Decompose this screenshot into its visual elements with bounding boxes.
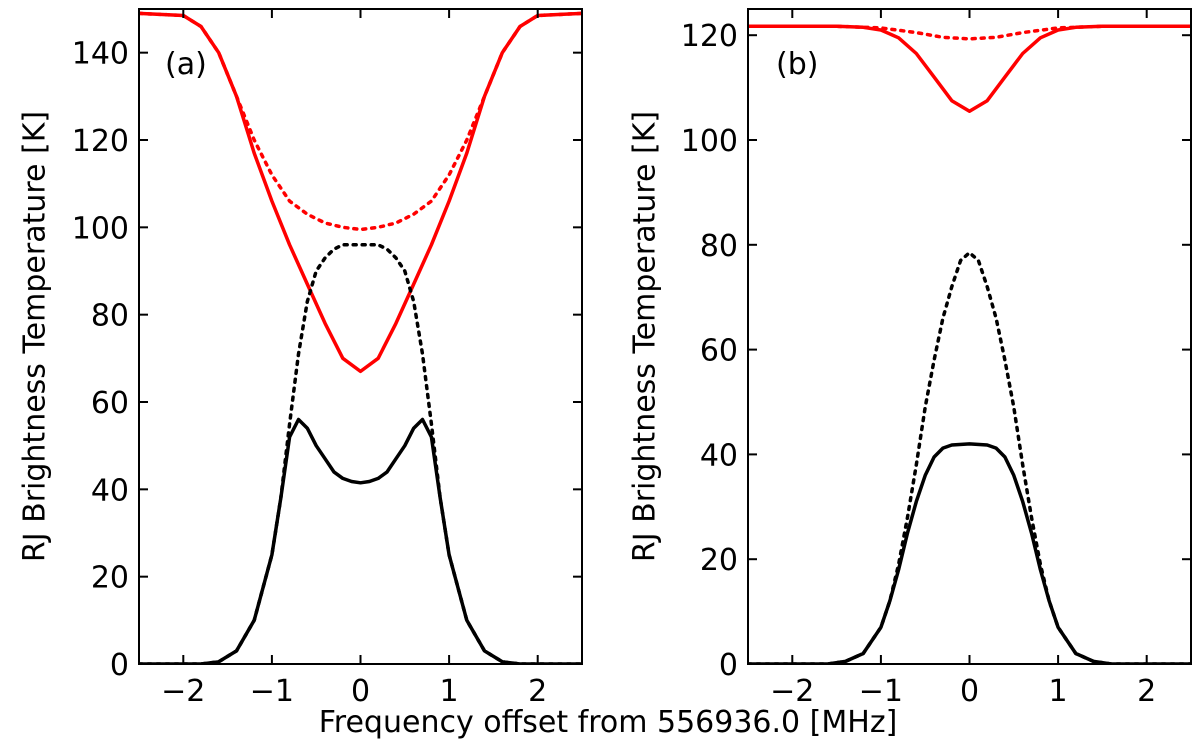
x-tick-label: −2: [770, 674, 814, 709]
x-tick-label: −2: [161, 674, 205, 709]
x-tick-label: 1: [1049, 674, 1068, 709]
y-axis-label: RJ Brightness Temperature [K]: [18, 111, 53, 562]
y-tick-label: 0: [110, 648, 129, 683]
y-tick-label: 80: [700, 229, 738, 264]
axes-frame: [138, 8, 583, 665]
y-tick-label: 60: [700, 334, 738, 369]
y-tick-label: 20: [91, 561, 129, 596]
x-tick-label: 0: [351, 674, 370, 709]
axes-frame: [747, 8, 1192, 665]
x-tick-label: 1: [440, 674, 459, 709]
x-tick-label: −1: [859, 674, 903, 709]
y-tick-label: 60: [91, 386, 129, 421]
y-tick-label: 80: [91, 299, 129, 334]
y-axis-label: RJ Brightness Temperature [K]: [628, 111, 663, 562]
y-tick-label: 40: [91, 473, 129, 508]
plot-area: [748, 24, 1191, 664]
panel-label: (a): [165, 47, 207, 82]
y-tick-label: 100: [72, 211, 129, 246]
y-tick-label: 100: [681, 124, 738, 159]
y-tick-label: 0: [719, 648, 738, 683]
y-tick-label: 20: [700, 543, 738, 578]
panel-label: (b): [776, 47, 818, 82]
y-tick-label: 40: [700, 438, 738, 473]
series-line-red-dotted: [748, 24, 1191, 41]
series-line-black-solid: [139, 417, 582, 664]
x-axis-label: Frequency offset from 556936.0 [MHz]: [319, 705, 898, 740]
y-tick-label: 140: [72, 37, 129, 72]
x-tick-label: 2: [528, 674, 547, 709]
series-line-black-dotted: [139, 243, 582, 664]
x-tick-label: 2: [1137, 674, 1156, 709]
plot-area: [139, 11, 582, 664]
y-tick-label: 120: [681, 19, 738, 54]
series-line-black-dotted: [748, 250, 1191, 664]
x-tick-label: −1: [250, 674, 294, 709]
x-tick-label: 0: [960, 674, 979, 709]
series-line-black-solid: [748, 442, 1191, 664]
series-line-red-dotted: [139, 11, 582, 232]
y-tick-label: 120: [72, 124, 129, 159]
